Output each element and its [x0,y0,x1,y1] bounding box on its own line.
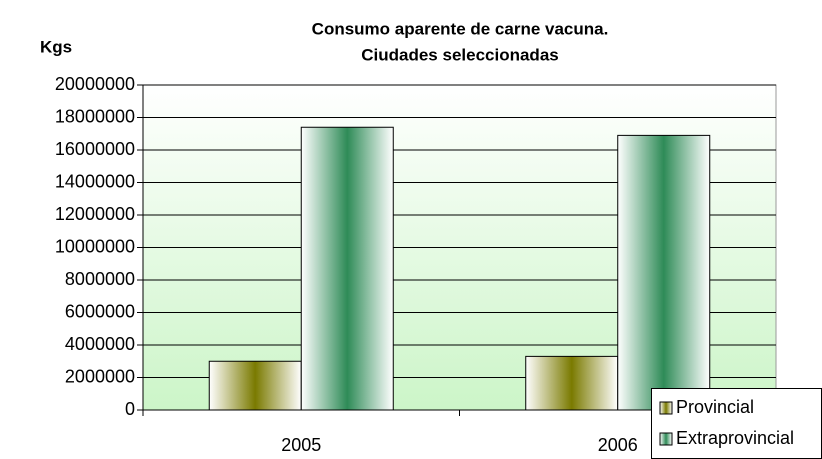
legend-swatch [659,432,673,446]
y-tick-label: 18000000 [55,106,135,126]
y-tick-label: 6000000 [65,301,135,321]
legend-box [651,388,822,459]
bar [617,134,711,411]
legend-label: Provincial [676,397,754,417]
y-tick-label: 16000000 [55,139,135,159]
chart-title: Consumo aparente de carne vacuna. [312,19,609,38]
bar [208,360,302,411]
y-tick-label: 14000000 [55,171,135,191]
y-tick-label: 0 [125,399,135,419]
y-tick-label: 4000000 [65,334,135,354]
x-tick-label: 2005 [281,435,321,455]
y-tick-label: 2000000 [65,366,135,386]
y-tick-label: 8000000 [65,269,135,289]
chart-title: Ciudades seleccionadas [361,45,558,64]
bar [525,355,619,411]
legend-label: Extraprovincial [676,428,794,448]
y-tick-label: 20000000 [55,74,135,94]
x-tick-label: 2006 [598,435,638,455]
legend-swatch [659,401,673,415]
bar [300,126,394,411]
y-axis-label: Kgs [40,37,72,56]
y-tick-label: 12000000 [55,204,135,224]
y-tick-label: 10000000 [55,236,135,256]
